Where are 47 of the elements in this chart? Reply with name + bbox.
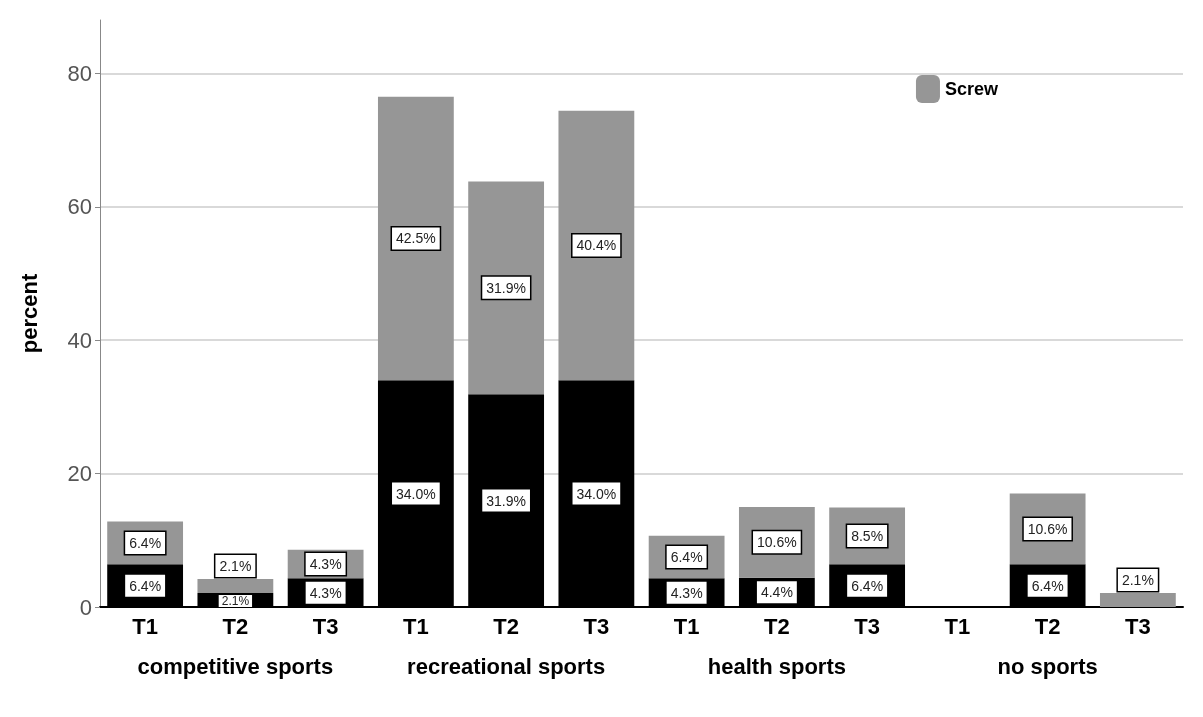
- y-tick-label: 0: [79, 594, 92, 620]
- data-label: 6.4%: [129, 577, 162, 594]
- data-label: 6.4%: [670, 548, 703, 565]
- data-label: 10.6%: [1027, 520, 1068, 537]
- x-tick-label: T2: [493, 613, 519, 639]
- y-tick-label: 60: [67, 194, 92, 220]
- x-tick-label: T3: [312, 613, 339, 639]
- data-label: 31.9%: [486, 492, 526, 509]
- x-tick-label: T1: [132, 613, 158, 639]
- data-label: 34.0%: [396, 485, 436, 502]
- data-label: 4.3%: [309, 584, 342, 601]
- text: competitive sports: [137, 653, 334, 679]
- x-tick-label: T1: [673, 613, 700, 639]
- x-tick-label: T2: [1034, 613, 1061, 639]
- data-label: 6.4%: [1031, 577, 1064, 594]
- data-label: 31.9%: [486, 279, 526, 296]
- data-label: 6.4%: [851, 577, 884, 594]
- data-label: 2.1%: [1121, 571, 1154, 588]
- bar: [377, 96, 454, 381]
- x-tick-label: T3: [854, 613, 880, 639]
- y-tick-label: 80: [67, 60, 92, 86]
- x-tick-label: T1: [944, 613, 971, 639]
- data-label: 2.1%: [221, 594, 250, 608]
- bar: [468, 181, 545, 395]
- data-label: 4.3%: [670, 584, 703, 601]
- x-tick-label: T2: [764, 613, 790, 639]
- data-label: 8.5%: [851, 527, 884, 544]
- x-tick-label: T3: [1125, 613, 1151, 639]
- y-axis-title: percent: [16, 273, 42, 354]
- data-label: 6.4%: [129, 534, 162, 551]
- data-label: 34.0%: [576, 485, 617, 502]
- text: no sports: [997, 653, 1098, 679]
- bar: [558, 110, 635, 381]
- text: recreational sports: [407, 653, 606, 679]
- data-label: 4.4%: [760, 584, 793, 601]
- data-label: 4.3%: [309, 555, 342, 572]
- data-label: 2.1%: [219, 557, 252, 574]
- x-tick-label: T3: [583, 613, 610, 639]
- data-label: 42.5%: [396, 230, 436, 247]
- text: health sports: [707, 653, 846, 679]
- x-tick-label: T2: [222, 613, 249, 639]
- y-tick-label: 40: [67, 327, 92, 353]
- data-label: 10.6%: [757, 534, 797, 551]
- legend-label: Screw: [944, 79, 999, 99]
- data-label: 40.4%: [576, 237, 617, 254]
- x-tick-label: T1: [403, 613, 429, 639]
- y-tick-label: 20: [67, 461, 92, 487]
